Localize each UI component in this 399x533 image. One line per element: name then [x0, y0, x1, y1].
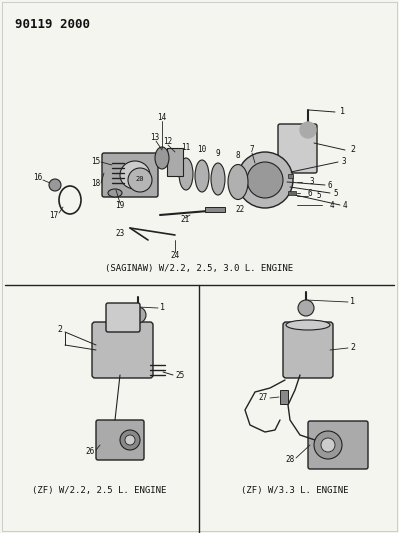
Text: 6: 6 — [328, 181, 333, 190]
Text: 4: 4 — [343, 200, 348, 209]
Text: 20: 20 — [136, 176, 144, 182]
Text: 26: 26 — [86, 448, 95, 456]
Text: 2: 2 — [350, 146, 355, 155]
Text: 12: 12 — [163, 138, 173, 147]
Text: 21: 21 — [180, 215, 190, 224]
Text: 6: 6 — [308, 189, 313, 198]
Text: 13: 13 — [150, 133, 160, 142]
FancyBboxPatch shape — [308, 421, 368, 469]
Text: 4: 4 — [330, 200, 335, 209]
Text: 1: 1 — [350, 297, 355, 306]
Text: 5: 5 — [316, 191, 321, 200]
Ellipse shape — [195, 160, 209, 192]
Text: 19: 19 — [115, 201, 124, 211]
Ellipse shape — [179, 158, 193, 190]
Ellipse shape — [59, 186, 81, 214]
Text: (ZF) W/3.3 L. ENGINE: (ZF) W/3.3 L. ENGINE — [241, 486, 349, 495]
Text: 9: 9 — [216, 149, 220, 157]
Text: 3: 3 — [341, 157, 346, 166]
Bar — [280, 390, 288, 404]
Circle shape — [125, 435, 135, 445]
Circle shape — [49, 179, 61, 191]
Text: 2: 2 — [57, 326, 62, 335]
Text: (ZF) W/2.2, 2.5 L. ENGINE: (ZF) W/2.2, 2.5 L. ENGINE — [32, 486, 166, 495]
Text: 25: 25 — [175, 370, 184, 379]
Text: 8: 8 — [236, 150, 240, 159]
Text: 3: 3 — [310, 177, 315, 187]
Bar — [288, 191, 296, 195]
Text: 11: 11 — [182, 143, 191, 152]
Text: 18: 18 — [91, 179, 100, 188]
Ellipse shape — [108, 189, 122, 197]
Text: 15: 15 — [91, 157, 100, 166]
Circle shape — [298, 300, 314, 316]
Text: 1: 1 — [160, 303, 165, 312]
Text: 90119 2000: 90119 2000 — [15, 18, 90, 31]
Ellipse shape — [120, 161, 150, 189]
Circle shape — [130, 307, 146, 323]
Text: 24: 24 — [170, 251, 180, 260]
Text: 27: 27 — [259, 393, 268, 402]
Bar — [288, 174, 293, 178]
Circle shape — [120, 430, 140, 450]
Text: 10: 10 — [198, 146, 207, 155]
Ellipse shape — [155, 147, 169, 169]
Text: 17: 17 — [49, 211, 58, 220]
Text: 2: 2 — [350, 343, 355, 352]
Bar — [167, 148, 183, 176]
Text: 5: 5 — [333, 189, 338, 198]
Bar — [205, 207, 225, 212]
FancyBboxPatch shape — [278, 124, 317, 173]
FancyBboxPatch shape — [106, 303, 140, 332]
FancyBboxPatch shape — [92, 322, 153, 378]
Circle shape — [128, 168, 152, 192]
Text: (SAGINAW) W/2.2, 2.5, 3.0 L. ENGINE: (SAGINAW) W/2.2, 2.5, 3.0 L. ENGINE — [105, 263, 293, 272]
Text: 16: 16 — [33, 174, 42, 182]
Circle shape — [247, 162, 283, 198]
Text: 28: 28 — [286, 456, 295, 464]
Ellipse shape — [228, 165, 248, 199]
Circle shape — [321, 438, 335, 452]
Text: 1: 1 — [340, 108, 345, 117]
Circle shape — [237, 152, 293, 208]
Text: 7: 7 — [250, 146, 254, 155]
FancyBboxPatch shape — [102, 153, 158, 197]
FancyBboxPatch shape — [283, 322, 333, 378]
Text: 23: 23 — [116, 229, 125, 238]
Circle shape — [300, 122, 316, 138]
Ellipse shape — [211, 163, 225, 195]
Ellipse shape — [286, 320, 330, 330]
FancyBboxPatch shape — [96, 420, 144, 460]
Text: 14: 14 — [157, 114, 167, 123]
Text: 22: 22 — [235, 206, 244, 214]
Circle shape — [314, 431, 342, 459]
